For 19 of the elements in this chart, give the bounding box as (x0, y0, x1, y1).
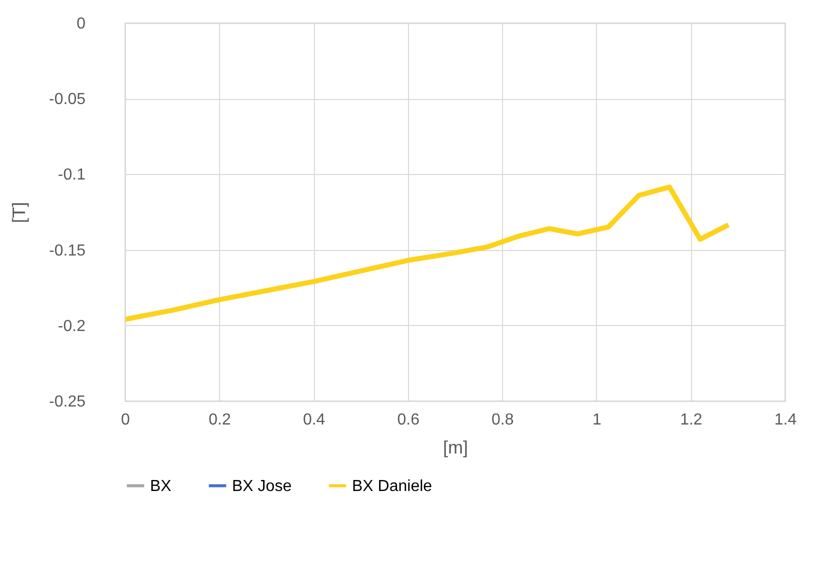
y-tick-label: -0.05 (49, 91, 86, 108)
x-tick-label: 0 (121, 412, 130, 428)
y-axis-title: [T] (9, 202, 30, 223)
x-tick-label: 0.2 (208, 412, 232, 428)
legend-label: BX Daniele (352, 478, 432, 495)
x-tick-label: 0.4 (302, 412, 326, 428)
x-tick-label: 0.6 (397, 412, 420, 428)
x-tick-label: 1 (592, 412, 602, 428)
legend-label: BX (150, 478, 172, 495)
y-tick-label: -0.2 (58, 318, 86, 335)
y-tick-label: -0.15 (49, 242, 86, 260)
x-axis-title: [m] (443, 438, 468, 458)
x-tick-label: 1.2 (680, 412, 702, 428)
y-tick-label: -0.1 (58, 166, 86, 184)
y-tick-label: 0 (76, 16, 86, 32)
legend-label: BX Jose (232, 478, 292, 495)
y-tick-label: -0.25 (49, 394, 86, 410)
x-tick-label: 0.8 (492, 412, 514, 428)
x-tick-label: 1.4 (774, 412, 797, 428)
